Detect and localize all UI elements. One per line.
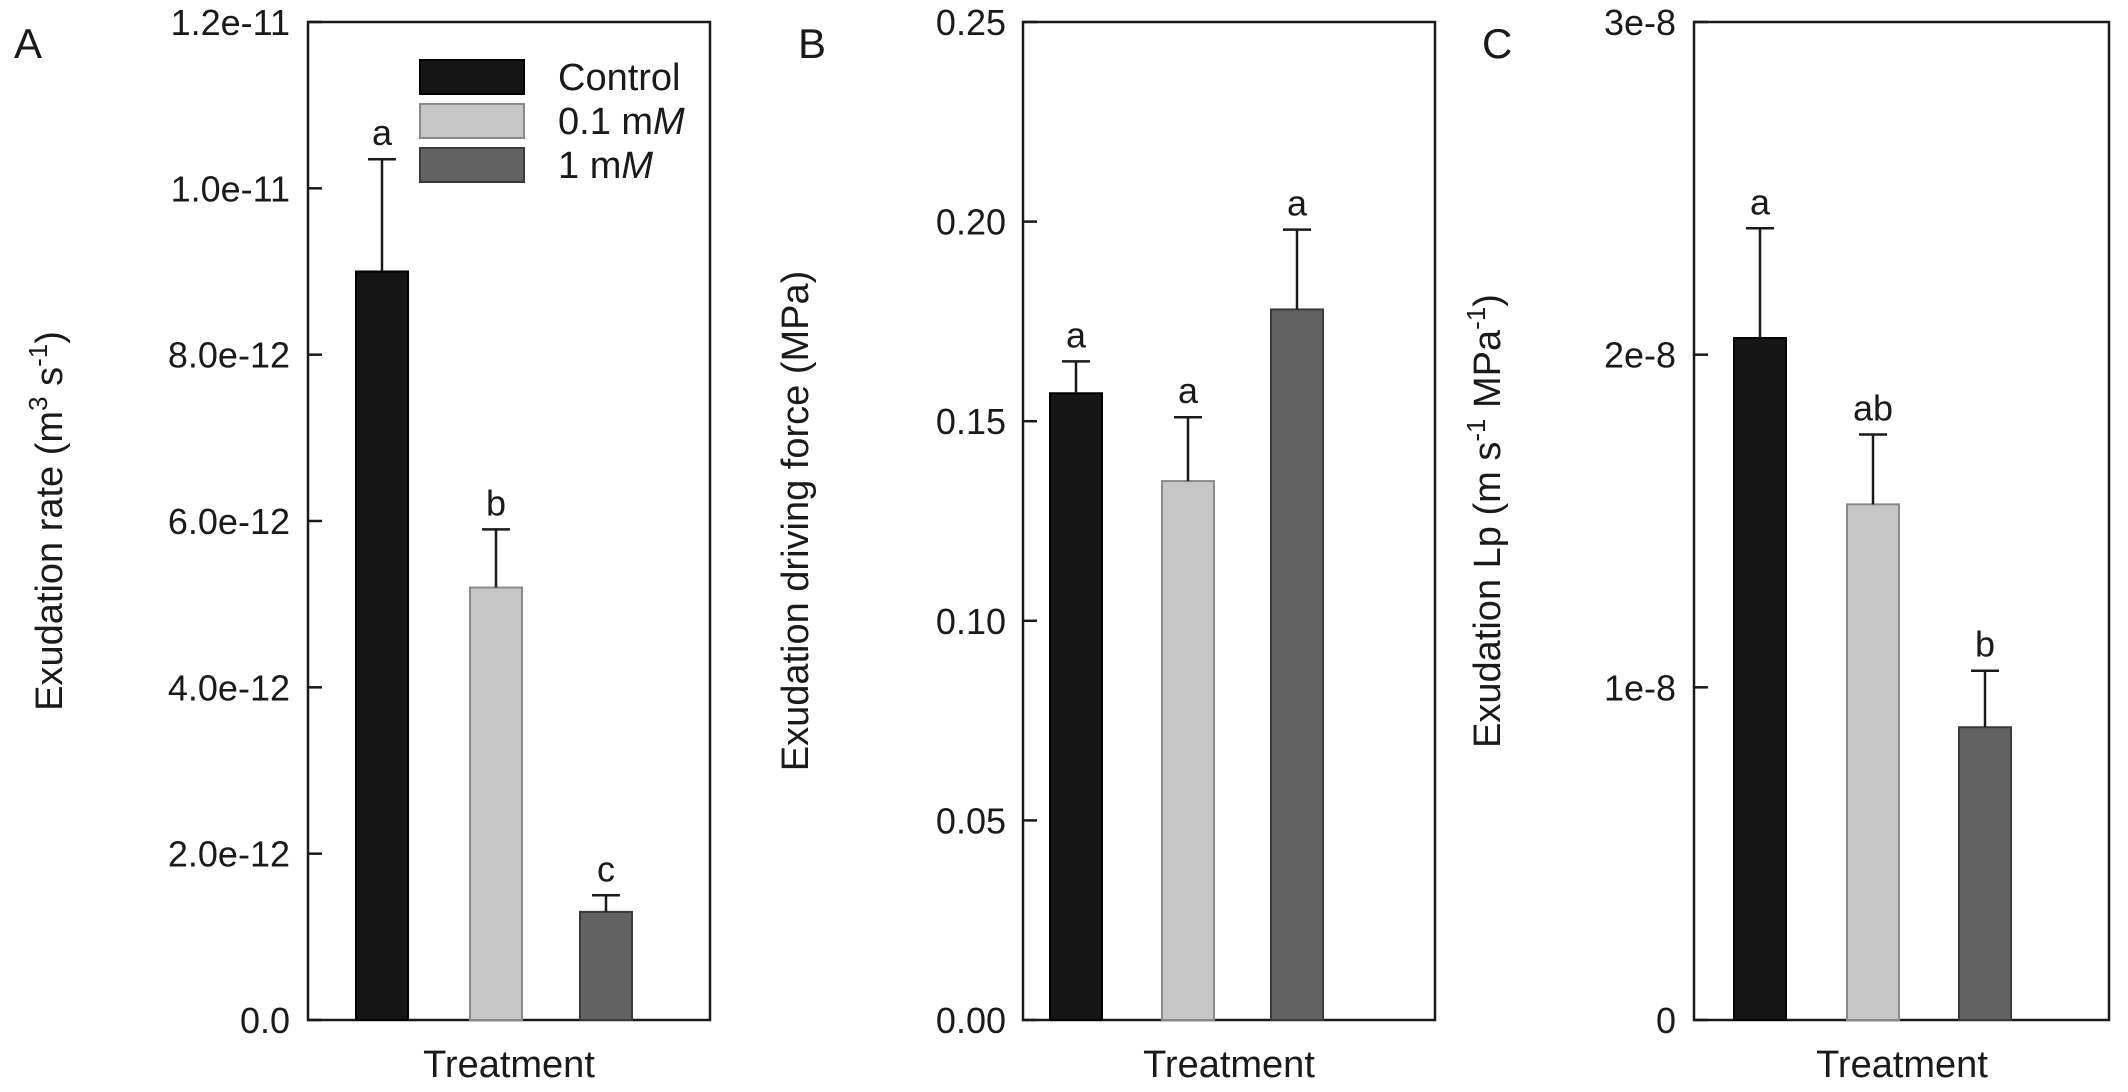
panel-c-ytick-label: 3e-8 [1604, 2, 1676, 43]
panel-a-x-axis-label: Treatment [423, 1044, 595, 1086]
panel-a: A 0.0 2.0e-12 4.0e-12 6.0e-12 8.0e-12 1.0e-11… [14, 2, 712, 1086]
panel-c: C 0 1e-8 2e-8 3e-8 a ab b Treatment Exudation Lp… [1461, 2, 2111, 1086]
panel-a-significance-letter: b [486, 482, 506, 523]
panel-a-bar [355, 270, 409, 1021]
panel-c-significance-letter: a [1750, 181, 1771, 222]
panel-c-significance-letter: b [1975, 624, 1995, 665]
panel-c-y-axis-label: Exudation Lp (m s-1 MPa-1) [1461, 294, 1509, 748]
panel-c-plot-frame [1692, 20, 2111, 1022]
panel-b-ytick-label: 0.00 [936, 1000, 1006, 1041]
panel-a-ytick-label: 1.2e-11 [171, 2, 290, 43]
panel-a-legend-swatch [419, 103, 525, 139]
panel-b-bar [1049, 392, 1103, 1022]
panel-a-ytick-label: 2.0e-12 [168, 834, 290, 875]
panel-a-legend-label: 1 mM [558, 145, 653, 187]
panel-a-letter: A [14, 20, 42, 67]
panel-c-significance-letter: ab [1853, 388, 1893, 429]
panel-b-y-axis-label: Exudation driving force (MPa) [775, 271, 817, 772]
panel-c-ytick-label: 0 [1656, 1000, 1676, 1041]
panel-c-bar [1733, 337, 1787, 1021]
panel-b-significance-letter: a [1287, 183, 1308, 224]
panel-a-legend-swatch [419, 59, 525, 95]
panel-b-significance-letter: a [1178, 370, 1199, 411]
panel-b-ytick-label: 0.25 [936, 2, 1006, 43]
panel-a-ytick-label: 4.0e-12 [168, 667, 290, 708]
panel-b-plot-frame [1021, 20, 1437, 1022]
panel-a-y-axis-label: Exudation rate (m3 s-1) [23, 331, 71, 711]
panel-a-ytick-label: 6.0e-12 [168, 501, 290, 542]
panel-b-letter: B [798, 20, 826, 67]
panel-a-bar [579, 910, 633, 1022]
panel-c-bar [1846, 503, 1900, 1022]
panel-a-bar [469, 586, 523, 1021]
panel-b-ytick-label: 0.10 [936, 601, 1006, 642]
panel-b-bar [1161, 480, 1215, 1021]
panel-b-bar [1270, 308, 1324, 1021]
panel-c-bar [1958, 726, 2012, 1022]
panel-a-ytick-label: 8.0e-12 [168, 335, 290, 376]
panel-a-significance-letter: a [372, 112, 393, 153]
panel-a-ytick-label: 0.0 [240, 1000, 290, 1041]
panel-a-legend-swatch [419, 147, 525, 183]
panel-b: B 0.00 0.05 0.10 0.15 0.20 0.25 a a a Treatment Ex… [775, 2, 1437, 1086]
panel-c-x-axis-label: Treatment [1816, 1044, 1988, 1086]
panel-c-letter: C [1482, 20, 1512, 67]
panel-c-ytick-label: 1e-8 [1604, 667, 1676, 708]
panel-a-significance-letter: c [597, 848, 615, 889]
panel-a-ytick-label: 1.0e-11 [171, 168, 290, 209]
panel-b-ytick-label: 0.20 [936, 202, 1006, 243]
panel-a-legend-label: 0.1 mM [558, 101, 685, 143]
panel-b-significance-letter: a [1066, 314, 1087, 355]
panel-b-ytick-label: 0.05 [936, 800, 1006, 841]
panel-b-ytick-label: 0.15 [936, 401, 1006, 442]
panel-c-ytick-label: 2e-8 [1604, 335, 1676, 376]
panel-b-x-axis-label: Treatment [1143, 1044, 1315, 1086]
panel-a-legend-label: Control [558, 57, 681, 99]
